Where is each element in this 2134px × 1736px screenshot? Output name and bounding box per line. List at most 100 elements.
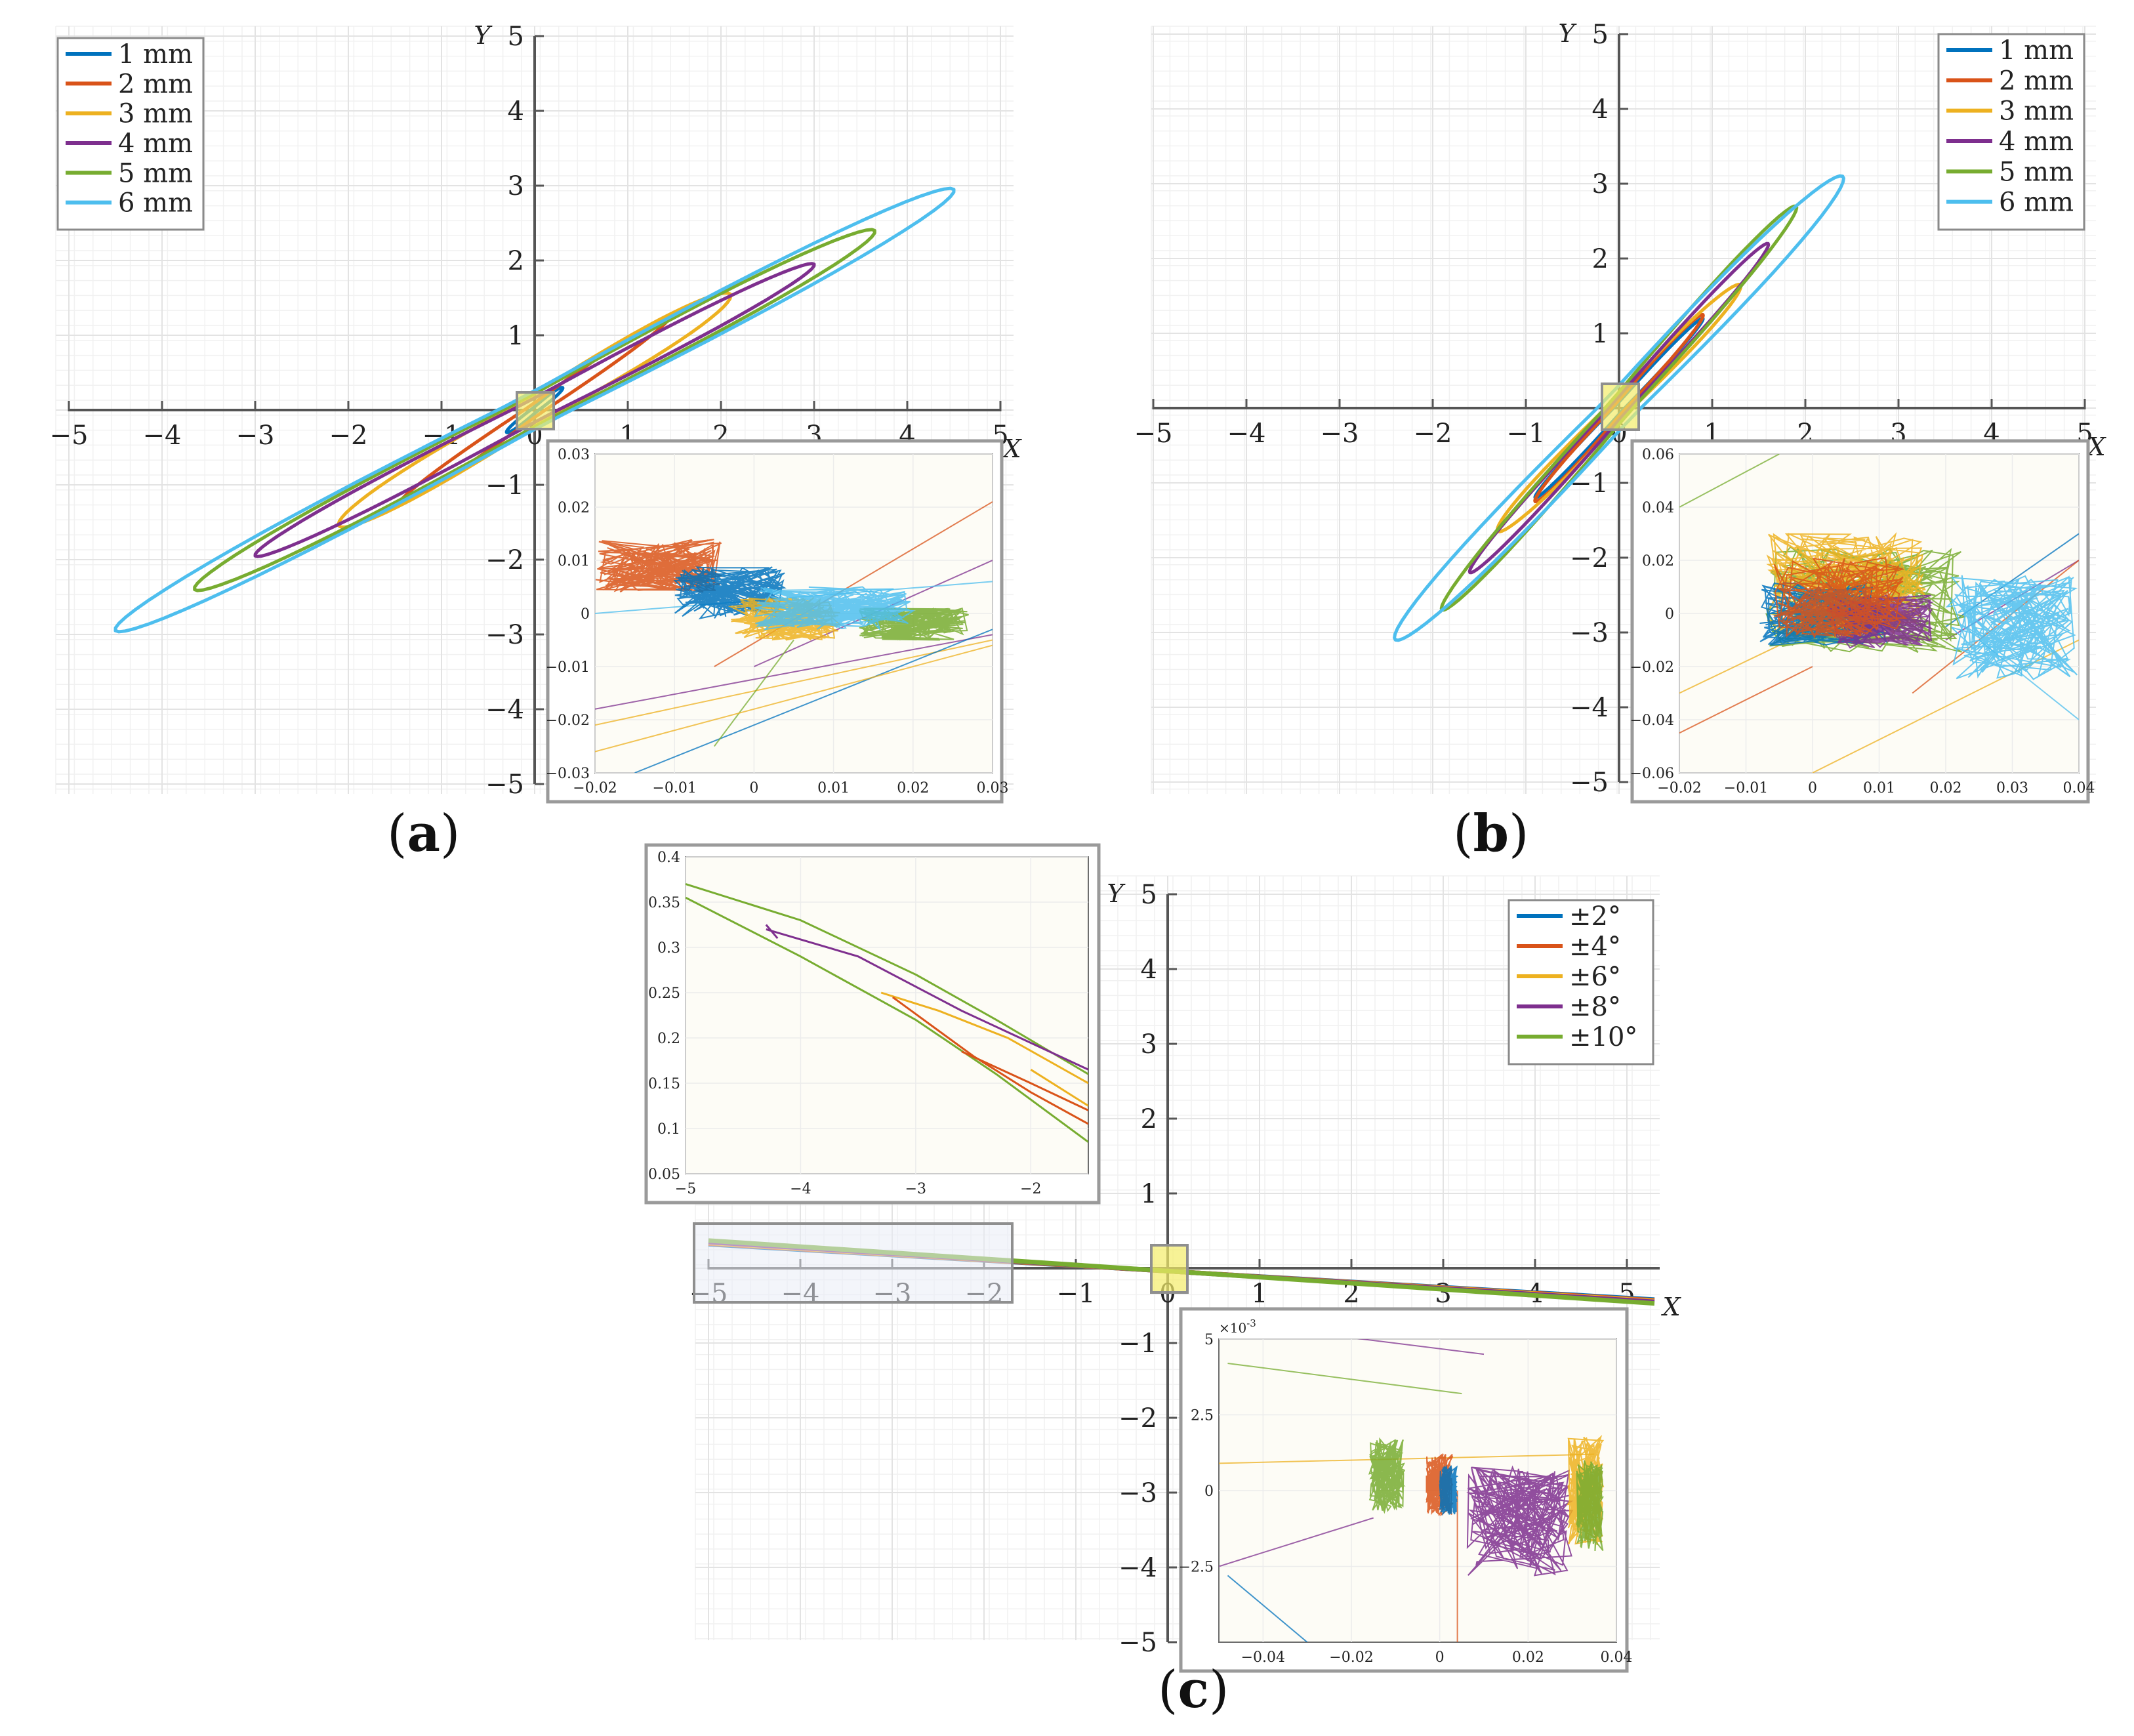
inset-y-tick-label: 0.03 bbox=[558, 447, 590, 463]
x-tick-label: 3 bbox=[1435, 1279, 1451, 1309]
inset-y-tick-label: 0 bbox=[581, 606, 590, 623]
legend-entry: ±8° bbox=[1569, 992, 1621, 1022]
legend-entry: 6 mm bbox=[1999, 188, 2074, 218]
legend-entry: 2 mm bbox=[118, 69, 193, 99]
inset-x-tick-label: 0.02 bbox=[1930, 780, 1962, 796]
panel-c: −5−4−3−2−1012345−5−4−3−2−112345YX±2°±4°±… bbox=[644, 843, 1681, 1673]
inset-noise-green bbox=[859, 607, 969, 641]
y-tick-label: −4 bbox=[1118, 1553, 1157, 1583]
x-tick-label: −5 bbox=[1134, 419, 1173, 449]
inset-noise-cyan bbox=[754, 586, 915, 631]
legend-entry: ±10° bbox=[1569, 1022, 1637, 1052]
x-axis-label: X bbox=[1001, 434, 1022, 463]
inset-y-tick-label: 0.06 bbox=[1642, 447, 1674, 463]
zoom-region-origin bbox=[1150, 1244, 1189, 1294]
y-tick-label: 1 bbox=[1592, 319, 1609, 349]
inset-curve-green bbox=[686, 882, 1088, 1075]
inset-x-tick-label: −2 bbox=[1020, 1181, 1041, 1197]
x-tick-label: −1 bbox=[1507, 419, 1546, 449]
inset-trace-purple bbox=[1219, 1517, 1374, 1567]
inset-left-detail: −5 −4 −3 −2 0.05 0.1 0.15 0.2 0.25 0.3 0.35 0.4 bbox=[644, 843, 1101, 1205]
inset-y-tick-label: 0 bbox=[1204, 1483, 1214, 1500]
inset-x-tick-label: 0.03 bbox=[977, 780, 1009, 796]
inset-y-tick-label: 0.04 bbox=[1642, 500, 1674, 516]
y-tick-label: −5 bbox=[1570, 768, 1609, 798]
y-axis-label: Y bbox=[1107, 879, 1126, 908]
legend: 1 mm2 mm3 mm4 mm5 mm6 mm bbox=[56, 37, 205, 231]
y-tick-label: 5 bbox=[1592, 20, 1609, 50]
x-tick-label: −2 bbox=[1414, 419, 1452, 449]
inset-zoom-origin: −0.02 −0.01 0 0.01 0.02 0.03 0.04 −0.06 −0.04 −0.… bbox=[1630, 439, 2095, 804]
y-tick-label: 3 bbox=[1592, 169, 1609, 199]
inset-trace-yellow bbox=[1219, 1453, 1595, 1464]
series-loop-6-mm bbox=[1393, 174, 1845, 642]
y-tick-label: −3 bbox=[1118, 1478, 1157, 1508]
inset-y-tick-label: 0.1 bbox=[657, 1121, 680, 1138]
inset-plot-area bbox=[685, 856, 1089, 1174]
legend-entry: 6 mm bbox=[118, 188, 193, 218]
inset-x-tick-label: 0.02 bbox=[897, 780, 929, 796]
x-axis-label: X bbox=[1660, 1292, 1681, 1321]
inset-y-tick-label: −0.02 bbox=[546, 713, 590, 729]
legend: 1 mm2 mm3 mm4 mm5 mm6 mm bbox=[1937, 33, 2085, 231]
inset-curve-green bbox=[686, 896, 1088, 1143]
inset-x-tick-label: −0.01 bbox=[652, 780, 696, 796]
inset-noise-orange bbox=[1773, 556, 1908, 639]
inset-trace-orange bbox=[1912, 560, 2079, 694]
inset-y-tick-label: 0 bbox=[1665, 606, 1674, 623]
legend-entry: 4 mm bbox=[1999, 127, 2074, 157]
inset-y-tick-label: 0.02 bbox=[558, 500, 590, 516]
inset-exponent-power: -3 bbox=[1246, 1317, 1256, 1329]
inset-trace-purple bbox=[1357, 1339, 1485, 1355]
y-tick-label: −5 bbox=[1118, 1628, 1157, 1658]
inset-trace-green bbox=[1679, 454, 1780, 508]
zoom-region-left bbox=[693, 1222, 1014, 1304]
inset-y-tick-label: −0.03 bbox=[546, 766, 590, 782]
inset-noise-yellow bbox=[1766, 531, 1927, 639]
inset-x-tick-label: −0.02 bbox=[573, 780, 617, 796]
inset-curve-yellow bbox=[1030, 1069, 1088, 1107]
inset-x-tick-label: 0.04 bbox=[2063, 780, 2095, 796]
inset-x-tick-label: 0.02 bbox=[1512, 1649, 1544, 1666]
legend-entry: ±6° bbox=[1569, 962, 1621, 992]
inset-y-tick-label: 0.25 bbox=[648, 985, 680, 1002]
inset-y-tick-label: 0.2 bbox=[657, 1031, 680, 1047]
inset-x-tick-label: −0.02 bbox=[1657, 780, 1701, 796]
y-tick-label: 4 bbox=[1141, 955, 1157, 985]
panel-label-b: (b) bbox=[1453, 804, 1529, 863]
inset-curve-orange bbox=[961, 1050, 1088, 1111]
y-tick-label: −2 bbox=[1118, 1403, 1157, 1434]
y-tick-label: 4 bbox=[508, 96, 524, 127]
y-tick-label: 2 bbox=[1141, 1104, 1157, 1134]
legend-entry: 5 mm bbox=[1999, 157, 2074, 187]
inset-curve-purple bbox=[765, 924, 779, 940]
zoom-region-marker bbox=[1601, 382, 1640, 431]
inset-y-tick-label: −0.04 bbox=[1630, 713, 1674, 729]
inset-noise-yellow bbox=[728, 596, 842, 641]
y-tick-label: 1 bbox=[508, 321, 524, 351]
inset-x-tick-label: 0.04 bbox=[1601, 1649, 1633, 1666]
y-tick-label: 4 bbox=[1592, 94, 1609, 125]
y-tick-label: 2 bbox=[508, 246, 524, 276]
y-tick-label: 3 bbox=[508, 171, 524, 201]
inset-y-tick-label: 0.4 bbox=[657, 850, 680, 866]
inset-noise-green bbox=[1576, 1460, 1605, 1552]
legend: ±2°±4°±6°±8°±10° bbox=[1508, 899, 1654, 1065]
y-tick-label: 3 bbox=[1141, 1029, 1157, 1060]
panel-label-a: (a) bbox=[387, 804, 461, 863]
inset-trace-green bbox=[1227, 1362, 1462, 1395]
y-tick-label: −5 bbox=[485, 770, 524, 800]
y-tick-label: −2 bbox=[485, 545, 524, 575]
inset-y-tick-label: −0.06 bbox=[1630, 766, 1674, 782]
inset-y-tick-label: −0.01 bbox=[546, 659, 590, 676]
inset-y-tick-label: 2.5 bbox=[1191, 1408, 1214, 1424]
panel-label-c: (c) bbox=[1158, 1660, 1229, 1720]
inset-data bbox=[686, 882, 1088, 1143]
inset-noise-blue bbox=[673, 566, 787, 620]
inset-noise-purple bbox=[1466, 1465, 1574, 1577]
inset-trace-purple bbox=[595, 634, 993, 710]
legend-entry: 1 mm bbox=[1999, 35, 2074, 66]
inset-data bbox=[1679, 454, 2079, 773]
inset-zoom-origin: −0.02 −0.01 0 0.01 0.02 0.03−0.03−0.02−0.0100… bbox=[546, 439, 1009, 804]
legend-entry: 5 mm bbox=[118, 158, 193, 188]
